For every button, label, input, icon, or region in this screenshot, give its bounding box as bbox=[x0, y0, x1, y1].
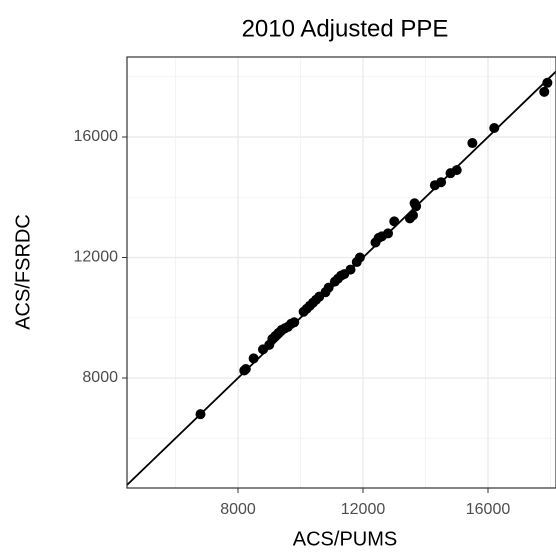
chart-title: 2010 Adjusted PPE bbox=[242, 15, 449, 42]
point bbox=[240, 363, 251, 374]
point bbox=[345, 264, 356, 275]
point bbox=[451, 165, 462, 176]
point bbox=[354, 252, 365, 263]
panel-border bbox=[126, 56, 556, 489]
point bbox=[323, 282, 334, 293]
point bbox=[383, 228, 393, 239]
axes: 8000 12000 16000 8000 12000 16000 bbox=[74, 128, 511, 518]
x-tick-label: 12000 bbox=[341, 501, 386, 518]
point bbox=[195, 409, 206, 420]
x-tick-label: 8000 bbox=[220, 501, 256, 518]
y-axis-label: ACS/FSRDC bbox=[12, 214, 34, 330]
x-axis-label: ACS/PUMS bbox=[293, 528, 397, 550]
point bbox=[436, 177, 447, 188]
y-tick-label: 12000 bbox=[74, 249, 119, 266]
y-tick-label: 8000 bbox=[82, 369, 118, 386]
point bbox=[408, 210, 418, 221]
point bbox=[409, 198, 420, 209]
point bbox=[542, 77, 553, 88]
plot-area bbox=[127, 70, 556, 486]
point bbox=[489, 122, 500, 133]
x-tick-label: 16000 bbox=[466, 501, 511, 518]
point bbox=[289, 317, 300, 328]
point bbox=[248, 353, 259, 364]
y-tick-label: 16000 bbox=[74, 128, 119, 145]
point bbox=[539, 86, 550, 97]
grid bbox=[127, 57, 556, 488]
point bbox=[467, 138, 478, 149]
point bbox=[389, 216, 400, 227]
